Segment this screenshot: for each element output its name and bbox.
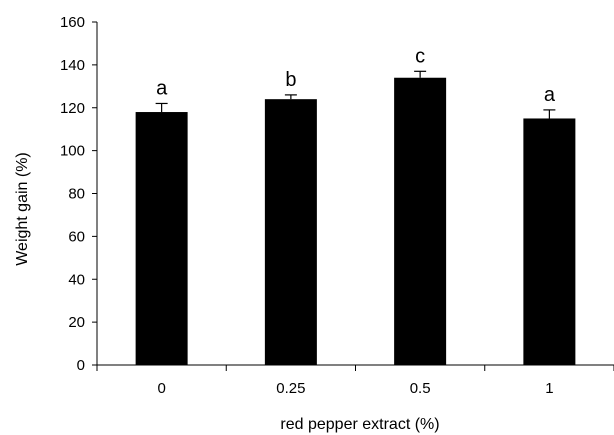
y-axis-title: Weight gain (%) — [14, 152, 31, 266]
bar — [523, 118, 576, 365]
y-tick-label: 120 — [60, 100, 85, 117]
significance-label: a — [544, 84, 556, 106]
x-axis-ticks: 0 0.25 0.5 1 — [96, 365, 614, 397]
y-tick-label: 80 — [68, 186, 85, 203]
significance-label: c — [415, 45, 425, 67]
y-axis-ticks: 0 20 40 60 80 100 120 140 160 — [60, 14, 97, 374]
bar — [394, 77, 447, 366]
significance-label: b — [285, 69, 296, 91]
y-tick-label: 40 — [68, 271, 85, 288]
y-tick-label: 160 — [60, 14, 85, 31]
y-tick-label: 140 — [60, 57, 85, 74]
axes — [96, 22, 614, 366]
x-tick-label: 0.25 — [276, 380, 305, 397]
significance-label: a — [156, 77, 168, 99]
y-tick-label: 20 — [68, 314, 85, 331]
bar — [264, 99, 317, 366]
y-tick-label: 100 — [60, 143, 85, 160]
bar-series: a b c a — [135, 45, 576, 366]
y-tick-label: 0 — [77, 357, 85, 374]
bar — [135, 112, 188, 365]
x-tick-label: 0.5 — [410, 380, 431, 397]
x-tick-label: 1 — [545, 380, 553, 397]
x-tick-label: 0 — [157, 380, 165, 397]
y-tick-label: 60 — [68, 228, 85, 245]
x-axis-title: red pepper extract (%) — [280, 416, 439, 433]
